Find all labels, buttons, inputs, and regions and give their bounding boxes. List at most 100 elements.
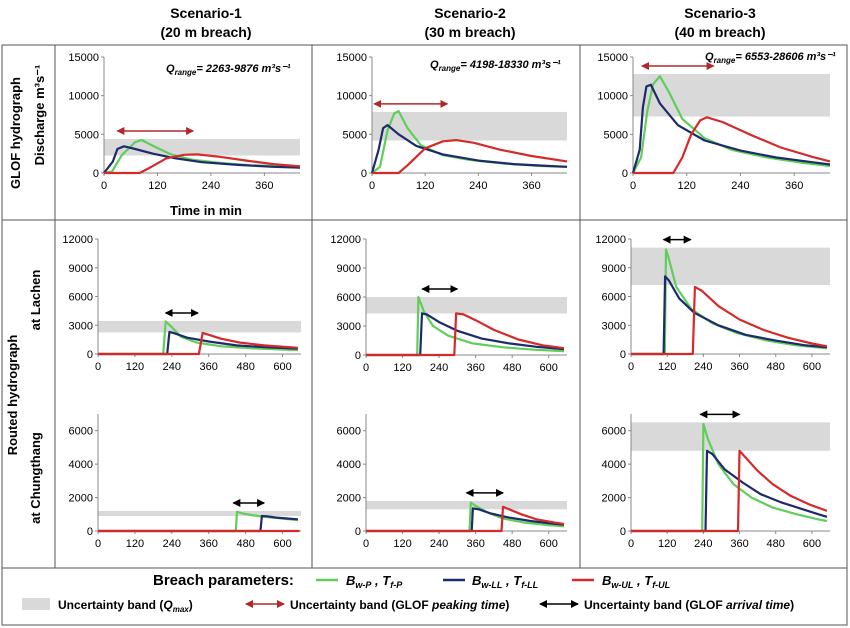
y-tick-label: 6000 bbox=[602, 292, 626, 304]
y-tick-label: 12000 bbox=[595, 234, 626, 246]
x-tick-label: 0 bbox=[630, 180, 636, 192]
x-tick-label: 0 bbox=[369, 180, 375, 192]
x-tick-label: 0 bbox=[101, 180, 107, 192]
x-tick-label: 480 bbox=[503, 362, 521, 374]
x-tick-label: 0 bbox=[363, 538, 369, 550]
x-tick-label: 120 bbox=[416, 180, 434, 192]
qmax-uncertainty-band bbox=[98, 320, 301, 333]
x-tick-label: 480 bbox=[236, 361, 254, 373]
chart-panels: 0 5000 10000 15000 0 120 240 360 0 5000 10000 15000… bbox=[62, 52, 831, 550]
scenario-2-subtitle: (30 m breach) bbox=[424, 24, 515, 40]
series-line-p bbox=[98, 320, 298, 356]
y-tick-label: 6000 bbox=[69, 426, 93, 438]
x-tick-label: 600 bbox=[273, 538, 291, 550]
qmax-uncertainty-band bbox=[104, 138, 300, 156]
y-tick-label: 3000 bbox=[602, 320, 626, 332]
series-line-p bbox=[632, 75, 831, 174]
y-tick-label: 5000 bbox=[604, 129, 628, 141]
y-tick-label: 6000 bbox=[337, 292, 361, 304]
x-tick-label: 480 bbox=[503, 538, 521, 550]
row-label-glof: GLOF hydrograph bbox=[8, 77, 23, 189]
y-tick-label: 10000 bbox=[336, 91, 367, 103]
scenario-1-subtitle: (20 m breach) bbox=[160, 24, 251, 40]
y-tick-label: 12000 bbox=[330, 234, 361, 246]
y-tick-label: 0 bbox=[87, 349, 93, 361]
qrange-scenario-3: Qrange= 6553-28606 m³s⁻¹ bbox=[705, 51, 836, 65]
x-tick-label: 600 bbox=[540, 538, 558, 550]
ylabel-discharge: Discharge m³s⁻¹ bbox=[32, 65, 47, 166]
panel-5: 0 3000 6000 9000 12000 0 120 240 360 480 600 bbox=[330, 234, 567, 374]
y-tick-label: 15000 bbox=[68, 52, 99, 64]
x-tick-label: 240 bbox=[694, 361, 712, 373]
x-tick-label: 360 bbox=[522, 180, 540, 192]
series-line-p bbox=[631, 422, 828, 533]
x-tick-label: 600 bbox=[273, 361, 291, 373]
series-line-ll bbox=[98, 330, 298, 356]
row-label-lachen: at Lachen bbox=[28, 270, 43, 331]
x-tick-label: 480 bbox=[236, 538, 254, 550]
y-tick-label: 0 bbox=[355, 526, 361, 538]
legend-label-ll: Bw-LL , Tf-LL bbox=[472, 573, 538, 590]
y-tick-label: 0 bbox=[355, 350, 361, 362]
qmax-uncertainty-band bbox=[372, 111, 567, 141]
series-line-ul bbox=[98, 331, 298, 356]
qrange-scenario-1: Qrange= 2263-9876 m³s⁻¹ bbox=[166, 63, 291, 77]
x-tick-label: 600 bbox=[540, 362, 558, 374]
y-tick-label: 15000 bbox=[597, 52, 628, 64]
y-tick-label: 9000 bbox=[602, 263, 626, 275]
panel-2: 0 5000 10000 15000 0 120 240 360 bbox=[336, 52, 568, 192]
figure-frame bbox=[1, 44, 848, 626]
x-tick-label: 120 bbox=[658, 361, 676, 373]
y-tick-label: 3000 bbox=[69, 320, 93, 332]
scenario-1-title: Scenario-1 bbox=[170, 5, 242, 21]
y-tick-label: 5000 bbox=[343, 129, 367, 141]
legend-label-ul: Bw-UL , Tf-UL bbox=[602, 573, 670, 590]
y-tick-label: 2000 bbox=[337, 493, 361, 505]
y-tick-label: 6000 bbox=[69, 292, 93, 304]
x-tick-label: 120 bbox=[126, 361, 144, 373]
row-label-routed: Routed hydrograph bbox=[5, 335, 20, 456]
series-line-ll bbox=[631, 275, 828, 356]
series-line-ul bbox=[631, 449, 828, 533]
x-tick-label: 240 bbox=[731, 180, 749, 192]
y-tick-label: 9000 bbox=[337, 263, 361, 275]
x-tick-label: 120 bbox=[148, 180, 166, 192]
x-tick-label: 360 bbox=[200, 538, 218, 550]
panel-9: 0 2000 4000 6000 0 120 240 360 480 600 bbox=[602, 410, 830, 550]
y-tick-label: 9000 bbox=[69, 263, 93, 275]
series-line-ul bbox=[366, 505, 565, 533]
y-tick-label: 10000 bbox=[68, 91, 99, 103]
series-line-ll bbox=[366, 507, 565, 533]
series-line-ul bbox=[372, 139, 568, 175]
series-line-p bbox=[366, 295, 565, 357]
qmax-uncertainty-band bbox=[366, 297, 567, 314]
scenario-3-title: Scenario-3 bbox=[684, 5, 756, 21]
y-tick-label: 0 bbox=[620, 526, 626, 538]
panel-8: 0 2000 4000 6000 0 120 240 360 480 600 bbox=[337, 414, 567, 550]
x-tick-label: 240 bbox=[430, 362, 448, 374]
panel-3: 0 5000 10000 15000 0 120 240 360 bbox=[597, 52, 831, 192]
series-line-ll bbox=[103, 145, 301, 174]
y-tick-label: 6000 bbox=[337, 426, 361, 438]
y-tick-label: 0 bbox=[622, 168, 628, 180]
legend: Breach parameters: Bw-P , Tf-P Bw-LL , T… bbox=[22, 572, 794, 614]
x-tick-label: 120 bbox=[678, 180, 696, 192]
series-line-ll bbox=[366, 312, 565, 357]
y-tick-label: 0 bbox=[87, 526, 93, 538]
x-tick-label: 240 bbox=[163, 361, 181, 373]
x-tick-label: 240 bbox=[430, 538, 448, 550]
legend-band-label: Uncertainty band (Qmax) bbox=[58, 598, 193, 614]
qmax-uncertainty-band bbox=[631, 247, 830, 285]
x-tick-label: 360 bbox=[255, 180, 273, 192]
panel-7: 0 2000 4000 6000 0 120 240 360 480 600 bbox=[69, 414, 301, 550]
x-tick-label: 480 bbox=[767, 538, 785, 550]
qrange-annotations: Qrange= 2263-9876 m³s⁻¹ Qrange= 4198-183… bbox=[166, 51, 836, 77]
series-line-ul bbox=[633, 116, 831, 175]
x-tick-label: 240 bbox=[469, 180, 487, 192]
y-tick-label: 3000 bbox=[337, 321, 361, 333]
y-tick-label: 10000 bbox=[597, 91, 628, 103]
x-tick-label: 120 bbox=[393, 362, 411, 374]
x-tick-label: 0 bbox=[363, 362, 369, 374]
y-tick-label: 2000 bbox=[69, 493, 93, 505]
